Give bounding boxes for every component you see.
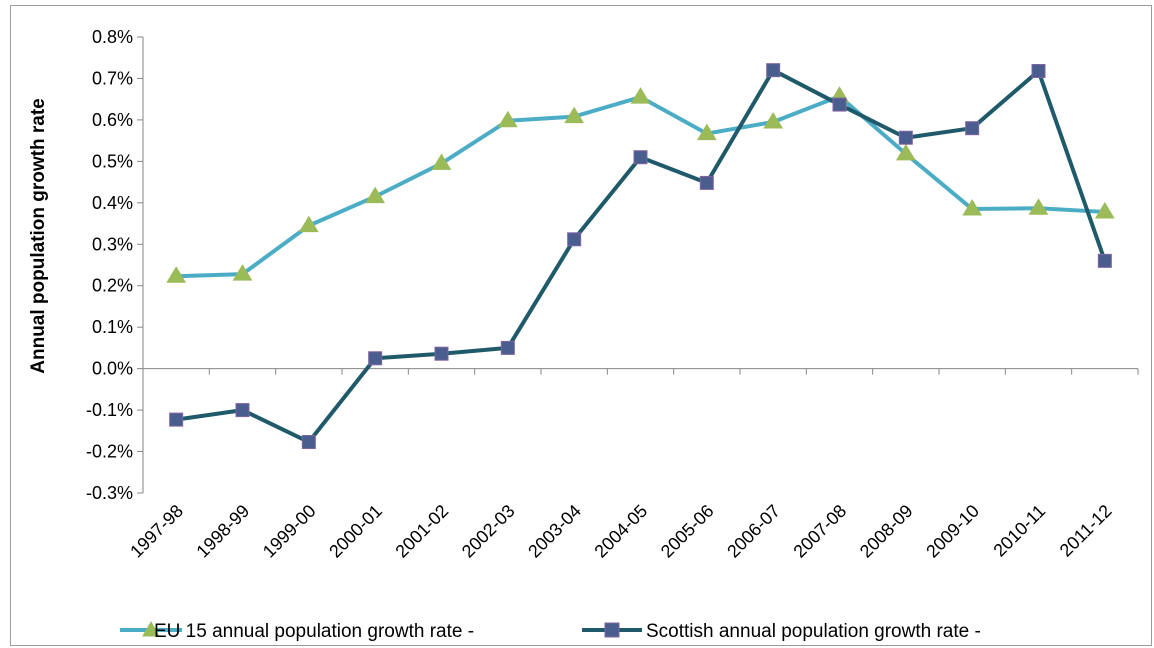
y-tick-label: 0.0%	[92, 359, 133, 379]
x-tick-label: 2001-02	[391, 501, 452, 562]
y-tick-label: 0.8%	[92, 27, 133, 47]
x-tick-label: 1999-00	[259, 501, 320, 562]
data-point-triangle	[365, 186, 386, 204]
legend-marker-scottish	[604, 622, 620, 638]
data-point-square	[1097, 253, 1112, 268]
data-point-square	[965, 121, 980, 136]
data-point-square	[898, 130, 913, 145]
data-point-square	[169, 412, 184, 427]
data-point-square	[235, 403, 250, 418]
y-tick-label: -0.3%	[86, 483, 133, 503]
y-tick-label: 0.7%	[92, 68, 133, 88]
x-tick-label: 2008-09	[856, 501, 917, 562]
data-point-triangle	[564, 106, 585, 124]
y-tick-label: 0.3%	[92, 234, 133, 254]
legend-marker-eu15	[142, 620, 160, 637]
data-point-square	[301, 435, 316, 450]
data-point-triangle	[1028, 198, 1049, 215]
x-tick-label: 2003-04	[524, 501, 585, 562]
y-axis-title: Annual population growth rate	[28, 98, 49, 373]
x-tick-label: 2011-12	[1056, 501, 1116, 561]
y-tick-label: 0.2%	[92, 276, 133, 296]
x-tick-label: 2002-03	[458, 501, 519, 562]
x-tick-label: 1998-99	[192, 501, 253, 562]
data-point-square	[567, 232, 582, 247]
x-tick-label: 2010-11	[989, 501, 1049, 561]
data-point-triangle	[630, 87, 651, 104]
x-tick-label: 2007-08	[789, 501, 850, 562]
y-tick-label: 0.5%	[92, 151, 133, 171]
y-tick-label: -0.1%	[86, 400, 133, 420]
legend-label-eu15: EU 15 annual population growth rate -	[154, 621, 474, 642]
chart-frame	[10, 5, 1152, 646]
data-point-triangle	[497, 110, 518, 128]
x-tick-label: 2000-01	[325, 501, 386, 562]
data-point-square	[699, 175, 714, 190]
y-tick-label: -0.2%	[86, 442, 133, 462]
data-point-triangle	[1094, 201, 1115, 219]
x-tick-label: 1997-98	[126, 501, 187, 562]
data-point-square	[500, 340, 515, 355]
data-point-square	[766, 63, 781, 78]
y-tick-label: 0.1%	[92, 317, 133, 337]
x-tick-label: 2004-05	[590, 501, 651, 562]
y-tick-label: 0.6%	[92, 110, 133, 130]
y-tick-label: 0.4%	[92, 193, 133, 213]
data-point-triangle	[232, 264, 253, 281]
data-point-triangle	[431, 153, 452, 170]
data-point-square	[1031, 63, 1046, 78]
x-tick-label: 2005-06	[657, 501, 718, 562]
legend: EU 15 annual population growth rate - Sc…	[120, 620, 981, 642]
x-tick-label: 2009-10	[922, 501, 983, 562]
data-point-square	[832, 97, 847, 112]
x-tick-label: 2006-07	[723, 501, 784, 562]
data-point-triangle	[763, 112, 784, 129]
data-point-triangle	[166, 266, 187, 283]
data-point-triangle	[696, 123, 717, 141]
data-point-triangle	[298, 215, 319, 233]
data-point-square	[434, 346, 449, 361]
legend-label-scottish: Scottish annual population growth rate -	[646, 621, 981, 642]
data-point-square	[368, 351, 383, 366]
data-point-square	[633, 150, 648, 165]
series-layer	[166, 63, 1115, 450]
data-point-triangle	[895, 143, 916, 161]
data-point-triangle	[962, 199, 983, 216]
